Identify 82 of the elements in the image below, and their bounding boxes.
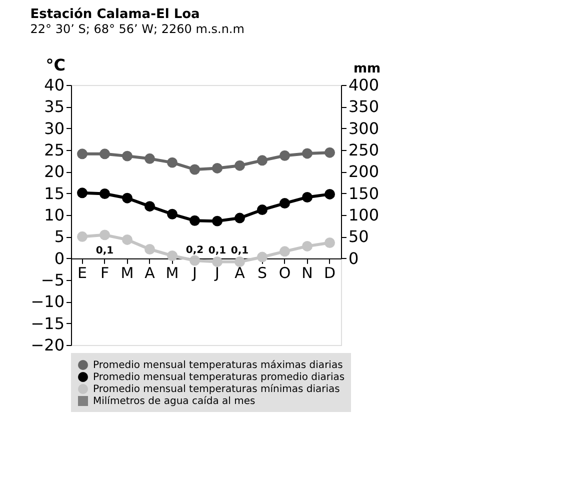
point [190,255,200,266]
x-tick-label: E [78,264,87,282]
point [302,192,312,202]
point [190,164,200,175]
point [167,250,178,261]
point [122,234,132,245]
point [144,153,155,164]
x-tick-label: J [192,264,197,282]
y-tick-label: 25 [44,140,64,160]
y2-tick-label: 350 [348,97,380,116]
legend-label: Milímetros de agua caída al mes [93,396,256,407]
y2-axis-title: mm [354,62,381,76]
y-tick-label: 15 [44,184,64,203]
x-tick-label: O [278,264,291,282]
y-tick-label: 20 [44,162,64,182]
point [144,201,155,212]
point [234,212,245,224]
point [302,148,312,159]
point [77,148,88,160]
point [280,246,290,257]
point [324,188,335,200]
y2-tick-label: 100 [348,206,380,224]
chart-title: Estación Calama-El Loa [30,7,200,22]
point [100,188,110,199]
y2-tick-label: 300 [348,118,380,138]
y-tick-label: −5 [40,270,64,290]
point [280,150,290,161]
point [257,252,268,262]
point [324,238,335,248]
x-tick-label: A [234,264,246,282]
point [122,150,132,162]
point [212,216,222,226]
y2-tick-label: 400 [348,76,380,94]
y-tick-label: 30 [44,118,64,138]
x-tick-label: D [324,264,336,282]
x-tick-label: A [144,264,156,282]
data-label: 0,1 [208,245,226,256]
y-tick-label: −20 [30,336,64,354]
x-tick-label: N [302,264,313,282]
y-tick-label: 5 [54,227,64,246]
legend-label: Promedio mensual temperaturas máximas diarias [93,360,343,371]
point [100,230,110,240]
x-tick-label: J [214,264,220,282]
data-label: 0,1 [230,245,249,256]
point [190,215,200,226]
point [77,231,88,242]
legend-label: Promedio mensual temperaturas promedio diarias [93,372,345,383]
point [234,160,245,171]
x-tick-label: M [120,264,134,282]
point [77,188,88,198]
point [100,148,110,160]
data-label: 0,2 [186,245,204,256]
point [280,198,290,209]
y2-tick-label: 0 [348,248,359,268]
y-tick-label: 0 [54,248,64,268]
y2-tick-label: 200 [348,162,380,182]
point [302,240,312,252]
point [257,204,268,216]
point [324,147,335,158]
y-tick-label: −10 [30,292,64,312]
point [234,256,245,268]
data-label: 0,1 [96,245,114,256]
point [167,157,178,168]
y2-tick-label: 150 [348,184,380,203]
y-tick-label: 35 [44,97,64,116]
y-tick-label: 40 [44,76,64,94]
point [257,155,268,166]
y-tick-label: 10 [44,206,64,224]
point [122,192,132,204]
y-tick-label: −15 [30,314,64,333]
point [167,208,178,220]
legend-label: Promedio mensual temperaturas mínimas diarias [93,384,340,395]
y-axis-title: °C [46,56,66,74]
point [212,256,222,268]
x-tick-label: F [100,264,110,282]
x-tick-label: S [257,264,268,282]
x-tick-label: M [166,264,179,282]
y2-tick-label: 50 [348,227,369,246]
point [212,162,222,174]
chart-subtitle: 22° 30’ S; 68° 56’ W; 2260 m.s.n.m [30,22,244,36]
y2-tick-label: 250 [348,140,380,160]
point [144,244,155,254]
